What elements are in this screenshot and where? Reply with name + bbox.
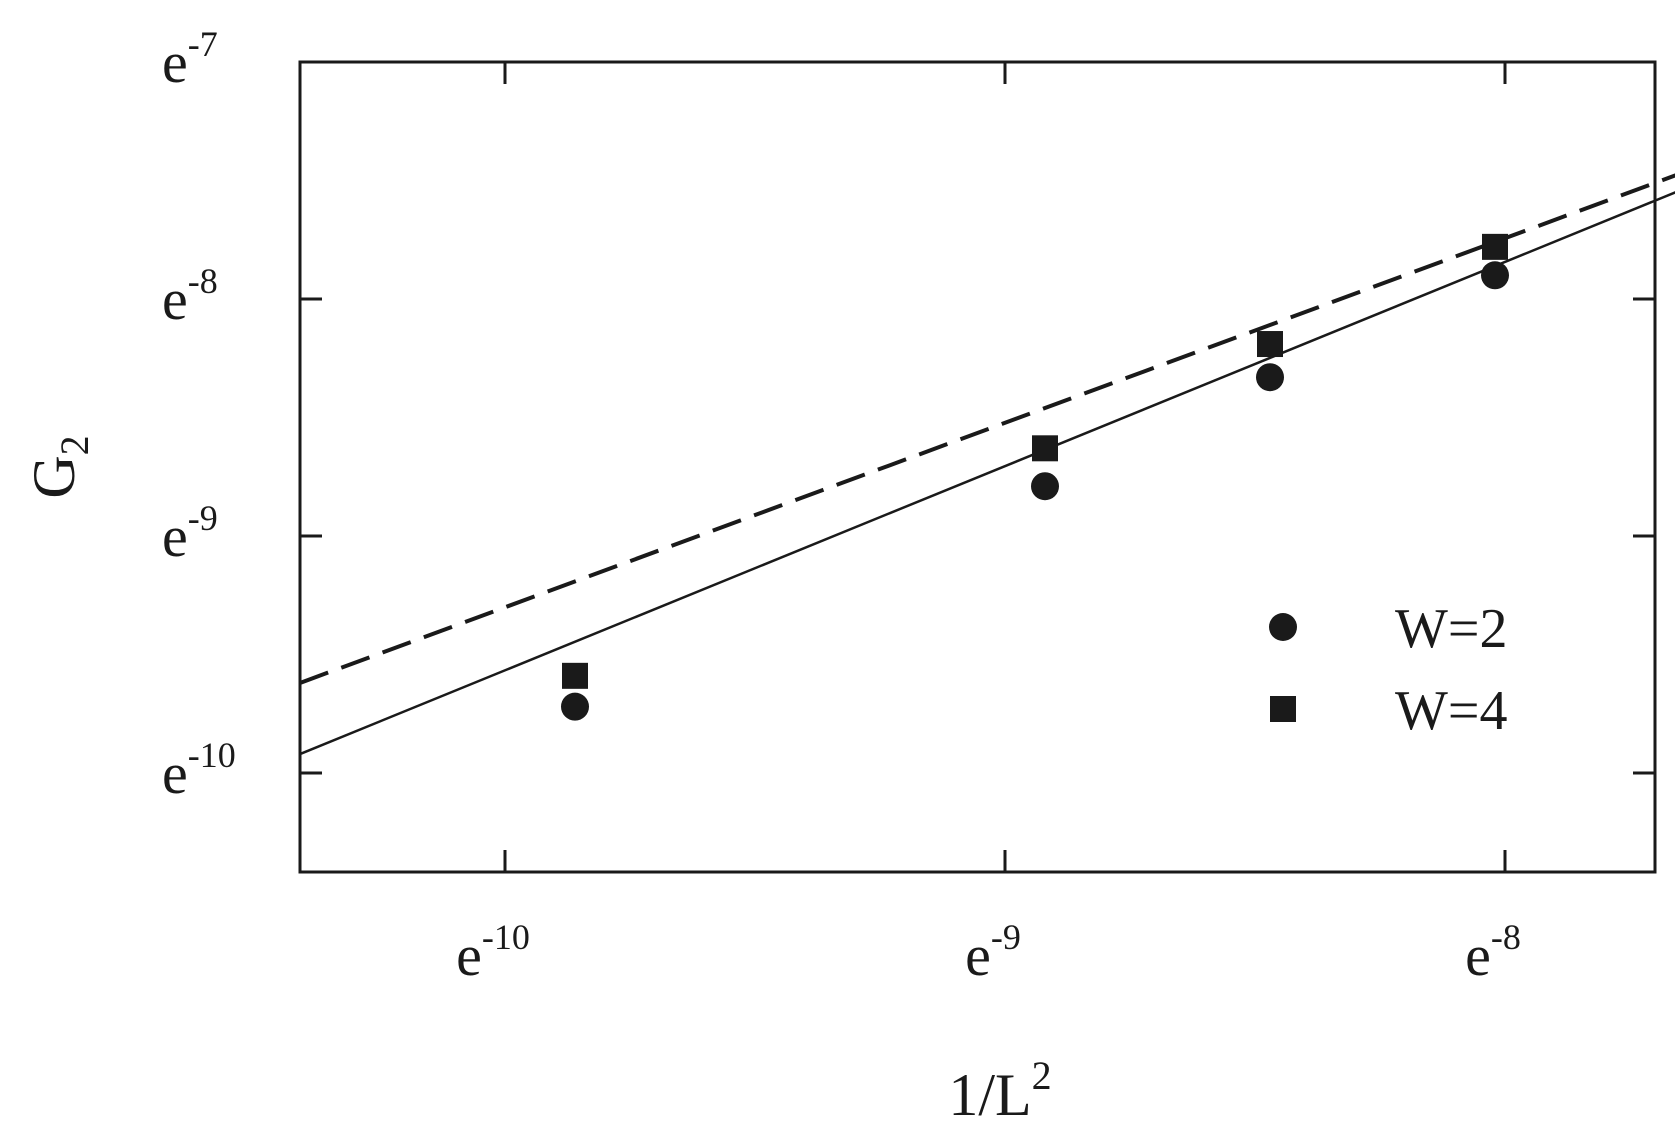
svg-text:G2: G2 <box>21 435 97 498</box>
point-w4 <box>562 662 588 689</box>
point-w4 <box>1257 331 1283 358</box>
y-tick-label: e-9 <box>162 498 218 569</box>
point-w4 <box>1032 435 1058 462</box>
y-axis-label: G2 <box>21 435 97 498</box>
fit-line-solid <box>299 191 1675 756</box>
plot-frame <box>298 60 1657 874</box>
point-w2 <box>1481 261 1509 290</box>
point-w2 <box>1031 472 1059 501</box>
x-tick-label: e-9 <box>965 917 1021 988</box>
y-tick-label: e-7 <box>162 24 218 95</box>
data-points <box>561 233 1509 721</box>
legend: W=2 W=4 <box>1269 598 1507 742</box>
legend-marker-square <box>1270 696 1296 722</box>
legend-label-w2: W=2 <box>1395 598 1507 660</box>
x-tick-label: e-10 <box>456 917 530 988</box>
x-axis-label: 1/L2 <box>948 1053 1051 1128</box>
point-w4 <box>1482 233 1508 260</box>
ticks <box>300 60 1655 872</box>
legend-label-w4: W=4 <box>1395 680 1507 742</box>
point-w2 <box>1256 363 1284 392</box>
fit-lines <box>299 173 1675 756</box>
y-tick-label: e-10 <box>162 735 236 806</box>
point-w2 <box>561 692 589 721</box>
tick-labels: e-10 e-9 e-8 e-7 e-8 e-9 e-10 <box>162 24 1521 988</box>
x-tick-label: e-8 <box>1465 917 1521 988</box>
legend-marker-circle <box>1269 613 1297 641</box>
y-tick-label: e-8 <box>162 261 218 332</box>
